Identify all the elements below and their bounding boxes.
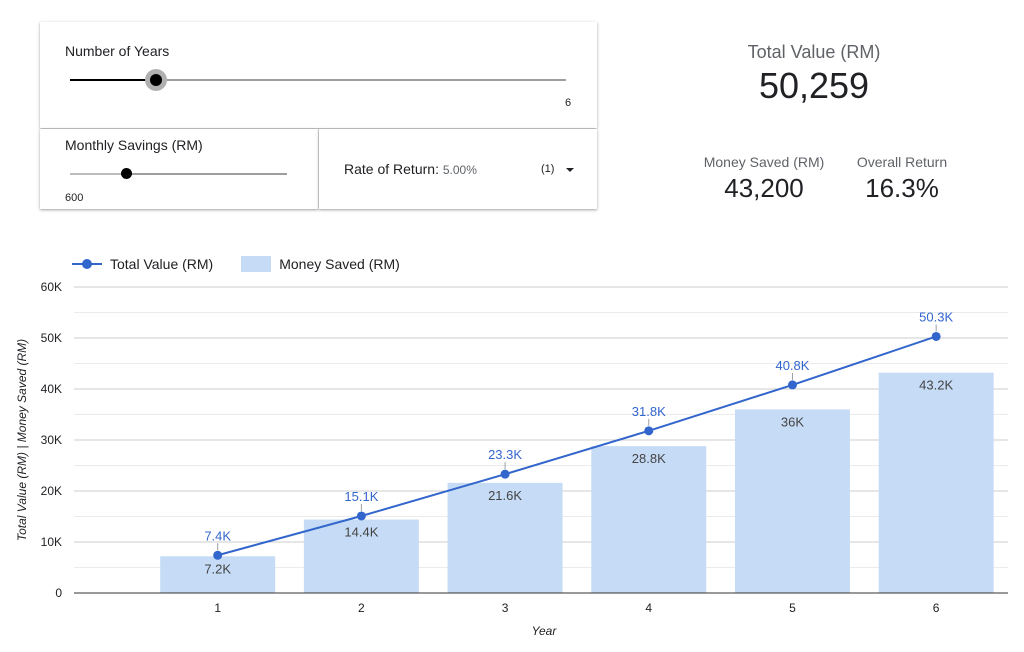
- x-tick-label: 6: [933, 601, 940, 615]
- y-tick-label: 60K: [41, 280, 62, 294]
- y-tick-label: 20K: [41, 484, 62, 498]
- money-saved-scorecard: Money Saved (RM) 43,200: [694, 154, 834, 204]
- legend-line-marker: [72, 259, 102, 269]
- rate-of-return-dropdown[interactable]: Rate of Return: 5.00% (1): [319, 129, 597, 209]
- bar-data-label: 43.2K: [919, 378, 953, 393]
- line-data-label: 50.3K: [919, 309, 953, 324]
- legend-item-total-value[interactable]: Total Value (RM): [72, 256, 213, 272]
- bar-money-saved: [303, 519, 419, 593]
- x-tick-label: 4: [645, 601, 652, 615]
- money-saved-number: 43,200: [724, 173, 804, 203]
- monthly-savings-slider-track[interactable]: [70, 173, 287, 175]
- y-tick-label: 40K: [41, 382, 62, 396]
- x-axis-title: Year: [532, 624, 558, 638]
- x-tick-label: 3: [502, 601, 509, 615]
- rate-of-return-value: 5.00%: [442, 163, 477, 177]
- bar-money-saved: [734, 409, 850, 593]
- caret-down-icon[interactable]: [566, 168, 574, 172]
- bar-data-label: 36K: [781, 414, 804, 429]
- years-slider-track[interactable]: [70, 79, 566, 81]
- years-slider-fill: [70, 79, 155, 81]
- line-data-label: 23.3K: [488, 447, 522, 462]
- rate-of-return-selected-count: (1): [541, 163, 555, 175]
- monthly-savings-control-card: Monthly Savings (RM) 600: [40, 129, 318, 209]
- line-point-total-value: [787, 380, 797, 390]
- line-data-label: 7.4K: [204, 528, 231, 543]
- line-total-value: [217, 335, 937, 557]
- legend-label-total-value: Total Value (RM): [110, 256, 214, 272]
- years-control-card: Number of Years 6: [40, 22, 597, 128]
- bar-data-label: 21.6K: [488, 488, 522, 503]
- overall-return-label: Overall Return: [856, 154, 948, 170]
- line-point-total-value: [644, 426, 654, 436]
- total-value-label: Total Value (RM): [747, 42, 881, 62]
- bar-data-label: 7.2K: [204, 561, 231, 576]
- total-value-scorecard: Total Value (RM) 50,259: [714, 42, 914, 107]
- savings-combo-chart: 0 10K 20K 30K 40K 50K 60K 7.2K 14.4K 21.6K 28.8K 36…: [0, 240, 1024, 652]
- bar-money-saved: [878, 372, 994, 593]
- line-point-total-value: [931, 331, 941, 341]
- line-data-label: 31.8K: [632, 404, 666, 419]
- bar-data-label: 28.8K: [632, 451, 666, 466]
- overall-return-scorecard: Overall Return 16.3%: [842, 154, 962, 204]
- monthly-savings-slider-thumb[interactable]: [121, 168, 132, 179]
- legend-item-money-saved[interactable]: Money Saved (RM): [241, 256, 400, 272]
- y-axis-title: Total Value (RM) | Money Saved (RM): [15, 339, 29, 541]
- line-point-total-value: [213, 550, 223, 560]
- chart-canvas: 010K20K30K40K50K60K7.2K14.4K21.6K28.8K36…: [15, 280, 1008, 638]
- bar-money-saved: [447, 482, 563, 593]
- monthly-savings-slider-fill: [70, 173, 125, 175]
- rate-of-return-label-text: Rate of Return: [344, 161, 436, 177]
- money-saved-label: Money Saved (RM): [703, 154, 825, 170]
- rate-of-return-control-card: Rate of Return: 5.00% (1): [319, 129, 597, 209]
- y-tick-label: 50K: [41, 331, 62, 345]
- years-slider-thumb[interactable]: [150, 74, 162, 86]
- rate-of-return-label: Rate of Return: 5.00%: [344, 161, 477, 177]
- bar-money-saved: [591, 446, 707, 593]
- years-value: 6: [565, 97, 572, 109]
- y-tick-label: 10K: [41, 535, 62, 549]
- total-value-number: 50,259: [758, 65, 870, 106]
- line-data-label: 40.8K: [775, 358, 809, 373]
- y-tick-label: 30K: [41, 433, 62, 447]
- x-tick-label: 1: [214, 601, 221, 615]
- legend-label-money-saved: Money Saved (RM): [279, 256, 400, 272]
- line-data-label: 15.1K: [344, 489, 378, 504]
- monthly-savings-value: 600: [65, 192, 84, 204]
- legend-bar-swatch: [241, 256, 272, 272]
- bar-money-saved: [160, 556, 276, 593]
- chart-legend: Total Value (RM) Money Saved (RM): [72, 256, 428, 272]
- x-tick-label: 2: [358, 601, 365, 615]
- line-point-total-value: [500, 469, 510, 479]
- x-tick-label: 5: [789, 601, 796, 615]
- bar-data-label: 14.4K: [344, 525, 378, 540]
- y-tick-label: 0: [55, 586, 62, 600]
- monthly-savings-label: Monthly Savings (RM): [65, 137, 203, 153]
- years-label: Number of Years: [65, 43, 170, 59]
- overall-return-number: 16.3%: [865, 173, 939, 203]
- line-point-total-value: [356, 511, 366, 521]
